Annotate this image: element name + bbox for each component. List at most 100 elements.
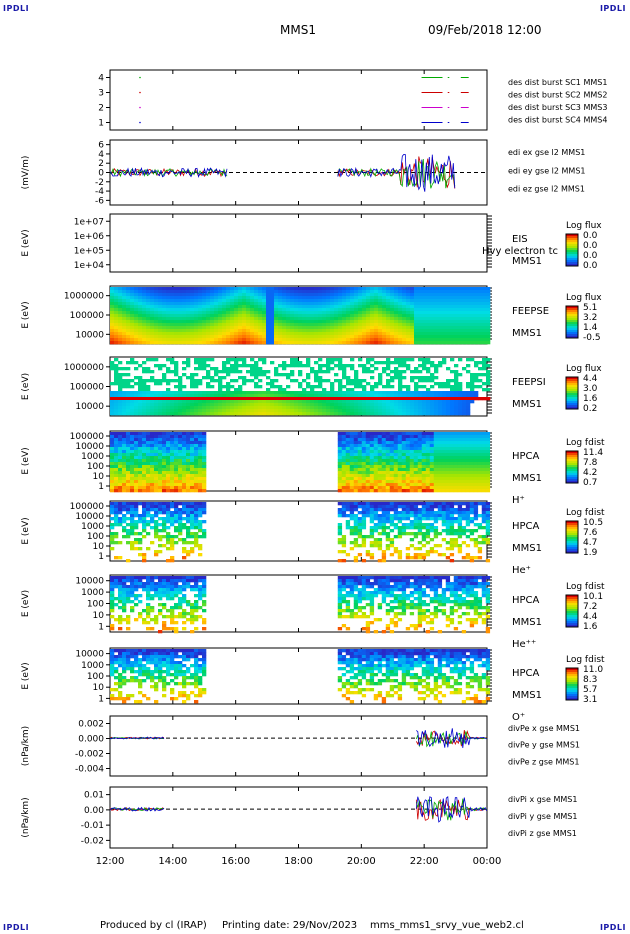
panel-1-legend-item: des dist burst SC4 MMS4 — [508, 116, 607, 125]
panel-4-spectrogram — [110, 287, 491, 345]
panel-6-colorbar-label: Log fdist — [566, 438, 605, 448]
panel-4-colorbar-tick: -0.5 — [583, 333, 601, 343]
panel-7-spectrogram — [110, 502, 491, 563]
burst-dot — [139, 91, 141, 94]
footer-produced: Produced by cl (IRAP) — [100, 920, 207, 931]
colorbar-cell — [566, 676, 578, 679]
colorbar-cell — [566, 399, 578, 402]
colorbar-cell — [566, 403, 578, 406]
panel-9-colorbar-tick: 8.3 — [583, 675, 597, 685]
corner-label-bottom-right: IPDLI — [599, 923, 626, 932]
colorbar-cell — [566, 603, 578, 606]
colorbar-cell — [566, 320, 578, 323]
panel-1-frame — [109, 69, 488, 131]
panel-3-colorbar-tick: 0.0 — [583, 251, 598, 261]
panel-9-side-label: MMS1 — [512, 690, 542, 701]
panel-11-ylabel: (nPa/km) — [21, 797, 31, 837]
panel-5-ylabel: E (eV) — [21, 373, 31, 400]
colorbar-cell — [566, 551, 578, 554]
colorbar-cell — [566, 310, 578, 313]
panel-11-legend-item: divPi z gse MMS1 — [508, 829, 577, 838]
panel-9-ytick-label: 10 — [93, 683, 105, 693]
panel-6-colorbar-tick: 7.8 — [583, 458, 598, 468]
time-axis-label: 12:00 — [96, 856, 125, 867]
panel-6-side-label: H⁺ — [512, 495, 525, 506]
panel-2-series-line — [337, 153, 456, 192]
panel-2-legend-item: edi ex gse l2 MMS1 — [508, 148, 585, 157]
colorbar-cell — [566, 258, 578, 261]
colorbar-cell — [566, 613, 578, 616]
colorbar-cell — [566, 467, 578, 470]
panel-1-legend-item: des dist burst SC2 MMS2 — [508, 91, 607, 100]
colorbar-cell — [566, 682, 578, 685]
colorbar-cell — [566, 549, 578, 552]
colorbar-cell — [566, 244, 578, 247]
panel-5-colorbar-frame — [565, 376, 579, 410]
colorbar-cell — [566, 407, 578, 410]
colorbar-cell — [566, 455, 578, 458]
burst-dot — [139, 121, 141, 124]
panel-8-side-label: He⁺⁺ — [512, 639, 536, 650]
panel-5-spectrogram — [110, 358, 491, 416]
panel-8-ytick-label: 1 — [98, 622, 104, 632]
panel-5-ytick-label: 10000 — [75, 402, 104, 412]
colorbar-cell — [566, 250, 578, 253]
panel-10-ytick-label: 0.000 — [78, 735, 104, 745]
panel-5-ytick-label: 1000000 — [64, 363, 104, 373]
panel-9-spectrogram — [110, 649, 491, 704]
colorbar-cell — [566, 324, 578, 327]
panel-9-ylabel: E (eV) — [21, 662, 31, 689]
colorbar-cell — [566, 405, 578, 408]
panel-3-colorbar-label: Log flux — [566, 221, 602, 231]
panel-6-ytick-label: 100000 — [70, 432, 105, 442]
panel-10-legend-item: divPe y gse MMS1 — [508, 741, 580, 750]
panel-1-ytick-label: 2 — [98, 104, 104, 114]
panel-8-side-label: HPCA — [512, 595, 540, 606]
colorbar-cell — [566, 672, 578, 675]
panel-2-ylabel: (mV/m) — [21, 156, 31, 190]
panel-9-colorbar-tick: 3.1 — [583, 695, 597, 705]
panel-5-colorbar-tick: 0.2 — [583, 404, 597, 414]
colorbar-cell — [566, 479, 578, 482]
panel-6-ytick-label: 10000 — [75, 442, 104, 452]
colorbar-cell — [566, 529, 578, 532]
panel-5-side-label: MMS1 — [512, 399, 542, 410]
colorbar-cell — [566, 539, 578, 542]
colorbar-cell — [566, 609, 578, 612]
colorbar-cell — [566, 326, 578, 329]
corner-label-top-right: IPDLI — [599, 4, 626, 13]
colorbar-cell — [566, 453, 578, 456]
spacecraft-title: MMS1 — [280, 23, 316, 37]
colorbar-cell — [566, 318, 578, 321]
panel-4-colorbar-tick: 1.4 — [583, 323, 598, 333]
colorbar-cell — [566, 379, 578, 382]
colorbar-cell — [566, 625, 578, 628]
panel-6-ytick-label: 1000 — [81, 452, 104, 462]
panel-3-colorbar-frame — [565, 233, 579, 267]
panel-6-ylabel: E (eV) — [21, 447, 31, 474]
colorbar-cell — [566, 601, 578, 604]
panel-5-side-label: FEEPSI — [512, 377, 546, 388]
time-axis-label: 16:00 — [221, 856, 250, 867]
panel-11-series-line — [109, 806, 165, 812]
colorbar-cell — [566, 312, 578, 315]
colorbar-cell — [566, 475, 578, 478]
colorbar-cell — [566, 334, 578, 337]
panel-11-series-line — [415, 795, 488, 823]
panel-10-series-line — [416, 728, 487, 748]
panel-9-ytick-label: 10000 — [75, 650, 104, 660]
panel-6-colorbar — [566, 451, 578, 484]
colorbar-cell — [566, 692, 578, 695]
panel-6-ytick-label: 10 — [93, 472, 105, 482]
colorbar-cell — [566, 459, 578, 462]
time-axis-label: 18:00 — [284, 856, 313, 867]
panel-4-colorbar — [566, 306, 578, 339]
burst-dot — [139, 76, 141, 79]
panel-8-colorbar-tick: 4.4 — [583, 612, 598, 622]
colorbar-cell — [566, 385, 578, 388]
panel-6-colorbar-tick: 0.7 — [583, 478, 597, 488]
colorbar-cell — [566, 615, 578, 618]
panel-7-colorbar-tick: 1.9 — [583, 548, 598, 558]
panel-2-ytick-label: -4 — [95, 187, 104, 197]
